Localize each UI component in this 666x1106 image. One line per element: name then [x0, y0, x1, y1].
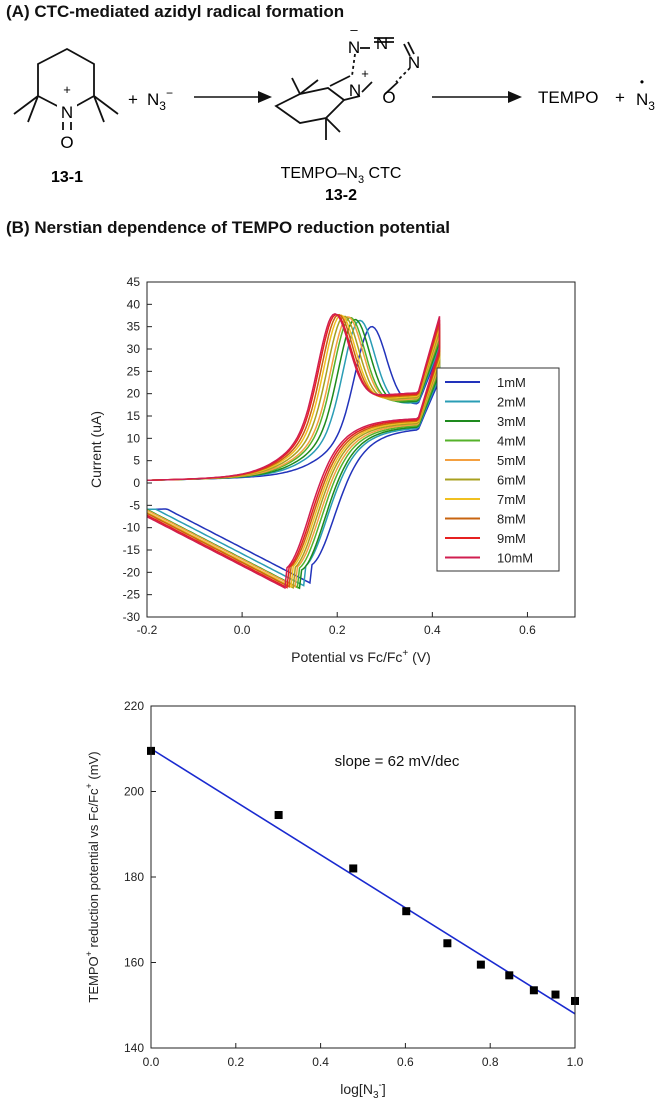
cv-legend-label-10mM: 10mM	[497, 551, 533, 566]
cv-curve-10mM	[146, 312, 441, 590]
nernst-x-tick-label: 0.4	[312, 1055, 329, 1069]
cv-y-axis-label: Current (uA)	[88, 411, 104, 488]
nernst-y-tick-label: 200	[124, 785, 144, 799]
nernst-x-tick-label: 0.8	[482, 1055, 499, 1069]
azidyl-radical-dot: •	[640, 75, 644, 89]
cv-legend-label-8mM: 8mM	[497, 512, 526, 527]
data-point	[274, 811, 283, 820]
nernst-x-tick-label: 0.0	[143, 1055, 160, 1069]
tempo-n-charge: +	[63, 82, 71, 97]
cv-y-tick-label: 0	[133, 476, 140, 490]
cv-y-tick-label: 15	[127, 409, 141, 423]
ctc-n-atom-2: N	[376, 34, 388, 53]
cv-curve-3mM	[146, 318, 441, 590]
cv-x-tick-label: 0.0	[234, 623, 251, 637]
ctc-ring-n-atom: N	[349, 81, 361, 100]
ctc-ring-o-atom: O	[382, 88, 395, 107]
nernst-y-tick-label: 160	[124, 956, 144, 970]
cv-y-tick-label: -5	[129, 498, 140, 512]
nernst-x-tick-label: 1.0	[567, 1055, 584, 1069]
nernst-y-tick-label: 140	[124, 1041, 144, 1055]
azidyl-radical-label: N3	[636, 90, 655, 113]
panel-b-title: (B) Nerstian dependence of TEMPO reducti…	[6, 218, 450, 237]
plus-sign-1: +	[128, 90, 138, 109]
cv-y-tick-label: 35	[127, 320, 141, 334]
slope-annotation: slope = 62 mV/dec	[335, 753, 460, 770]
ctc-ring-n-charge: +	[361, 66, 369, 81]
ctc-n-atom-1: N	[348, 38, 360, 57]
cv-y-tick-label: 30	[127, 342, 141, 356]
tempo-o-atom: O	[60, 133, 73, 152]
cv-y-tick-label: -20	[123, 565, 141, 579]
cv-legend-label-4mM: 4mM	[497, 434, 526, 449]
nernst-y-axis-label: TEMPO+ reduction potential vs Fc/Fc+ (mV…	[84, 751, 101, 1002]
data-point	[349, 864, 358, 873]
cv-curve-7mM	[146, 314, 441, 589]
nernst-x-axis-label: log[N3-]	[340, 1080, 385, 1101]
nernst-x-tick-label: 0.6	[397, 1055, 414, 1069]
cv-y-tick-label: 25	[127, 364, 141, 378]
data-point	[402, 907, 411, 916]
cv-curve-9mM	[146, 313, 441, 589]
nernst-x-tick-label: 0.2	[227, 1055, 244, 1069]
ctc-n-atom-3: N	[408, 53, 420, 72]
cv-legend-label-2mM: 2mM	[497, 395, 526, 410]
cv-x-tick-label: 0.4	[424, 623, 441, 637]
cv-y-tick-label: -10	[123, 521, 141, 535]
data-point	[476, 960, 485, 969]
cv-y-tick-label: 45	[127, 275, 141, 289]
ctc-structure	[274, 37, 415, 140]
cv-x-tick-label: 0.2	[329, 623, 346, 637]
plus-sign-2: +	[615, 88, 625, 107]
cv-legend-label-9mM: 9mM	[497, 531, 526, 546]
cv-legend-label-7mM: 7mM	[497, 492, 526, 507]
cv-y-tick-label: 10	[127, 431, 141, 445]
reaction-arrow-1	[194, 91, 272, 103]
cv-legend-label-1mM: 1mM	[497, 375, 526, 390]
azide-label: N3−	[147, 86, 173, 113]
nernst-y-tick-label: 180	[124, 870, 144, 884]
cv-y-tick-label: -30	[123, 610, 141, 624]
cv-y-tick-label: 40	[127, 297, 141, 311]
compound-13-1-label: 13-1	[51, 169, 83, 186]
data-point	[529, 986, 538, 995]
cv-y-tick-label: 20	[127, 387, 141, 401]
nernst-y-tick-label: 220	[124, 699, 144, 713]
cv-legend-label-5mM: 5mM	[497, 453, 526, 468]
data-point	[443, 939, 452, 948]
data-point	[551, 990, 560, 999]
cv-x-axis-label: Potential vs Fc/Fc+ (V)	[291, 648, 431, 665]
nernst-chart: 140 160 180 200 220 0.0 0.2 0.4 0.6 0.8 1.0 slope =…	[84, 699, 584, 1101]
ctc-label: TEMPO–N3 CTC	[281, 165, 402, 186]
reaction-scheme: N + O 13-1 + N3− – N N N + N O TEMPO–N3 …	[13, 22, 655, 204]
cv-x-tick-label: 0.6	[519, 623, 536, 637]
cv-y-tick-label: -15	[123, 543, 141, 557]
cv-chart: -30 -25 -20 -15 -10 -5 0 5 10 15 20 25 30 35 40 45 -0.2 0…	[88, 275, 576, 665]
cv-curve-8mM	[146, 313, 441, 588]
product-tempo-label: TEMPO	[538, 88, 598, 107]
compound-13-2-label: 13-2	[325, 187, 357, 204]
cv-x-tick-label: -0.2	[137, 623, 158, 637]
fit-line	[150, 748, 576, 1015]
cv-legend-label-6mM: 6mM	[497, 473, 526, 488]
reaction-arrow-2	[432, 91, 522, 103]
ctc-n-minus-charge: –	[350, 22, 358, 37]
tempo-n-atom: N	[61, 103, 73, 122]
cv-y-tick-label: -25	[123, 588, 141, 602]
panel-a-title: (A) CTC-mediated azidyl radical formatio…	[6, 2, 345, 21]
cv-plot-frame	[146, 281, 576, 618]
cv-legend-label-3mM: 3mM	[497, 414, 526, 429]
data-point	[505, 971, 514, 980]
cv-y-tick-label: 5	[133, 454, 140, 468]
